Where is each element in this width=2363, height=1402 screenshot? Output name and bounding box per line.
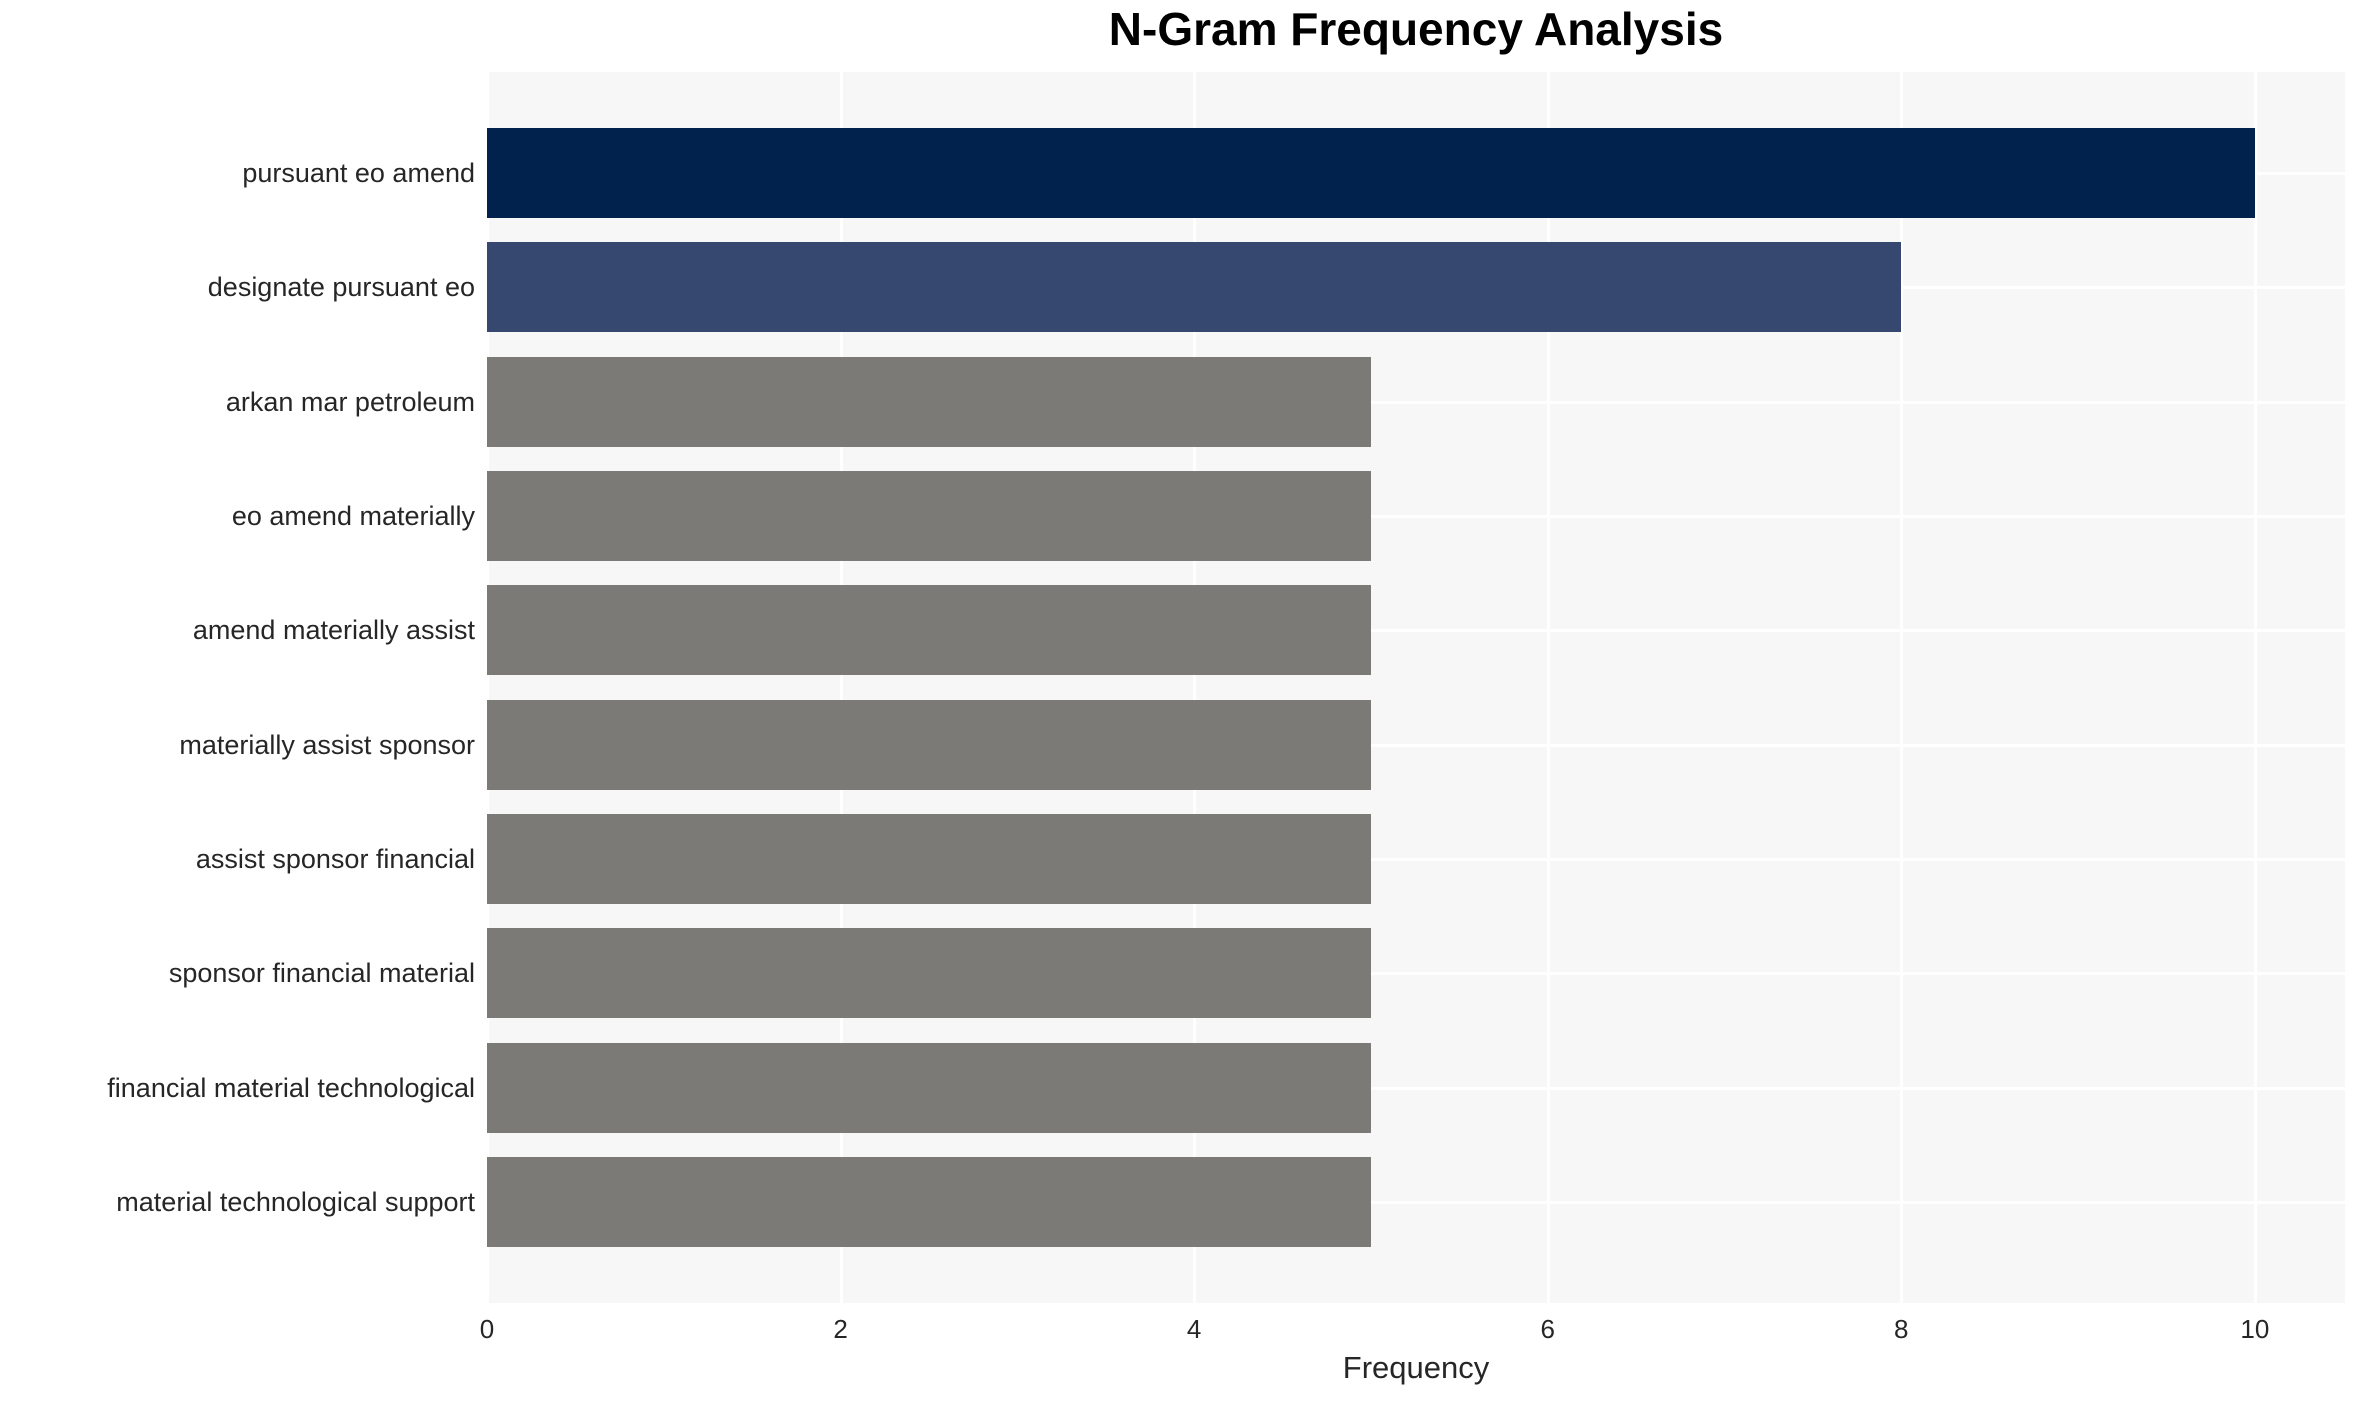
x-tick-label: 0 (479, 1314, 495, 1344)
x-tick-label: 6 (1540, 1314, 1555, 1344)
bar (487, 1156, 1371, 1247)
gridline-y (487, 400, 2345, 404)
gridline-x (839, 72, 843, 1303)
gridline-y (487, 629, 2345, 633)
category-label: arkan mar petroleum (225, 386, 475, 417)
category-label: material technological support (116, 1186, 475, 1217)
gridline-y (487, 1200, 2345, 1204)
gridline-x (1546, 72, 1550, 1303)
bar (487, 356, 1371, 447)
x-tick-label: 10 (2240, 1314, 2270, 1344)
category-label: designate pursuant eo (207, 272, 475, 303)
x-axis-label: Frequency (1342, 1350, 1490, 1385)
gridline-y (487, 972, 2345, 976)
gridline-x (1900, 72, 1904, 1303)
category-label: financial material technological (107, 1072, 475, 1103)
gridline-x (2253, 72, 2257, 1303)
bar (487, 928, 1371, 1019)
gridline-y (487, 514, 2345, 518)
bar (487, 128, 2255, 218)
gridline-y (487, 857, 2345, 861)
category-label: eo amend materially (231, 500, 475, 531)
gridline-y (487, 1086, 2345, 1090)
gridline-x (486, 72, 489, 1303)
bar (487, 813, 1371, 904)
plot-area (486, 72, 2345, 1303)
bar (487, 585, 1371, 676)
x-tick-label: 8 (1894, 1314, 1909, 1344)
gridline-x (1193, 72, 1197, 1303)
bar (487, 242, 1902, 333)
category-label: materially assist sponsor (179, 729, 475, 760)
x-tick-label: 2 (833, 1314, 848, 1344)
gridline-y (487, 743, 2345, 747)
bar (487, 470, 1371, 561)
category-label: assist sponsor financial (195, 843, 475, 874)
bar (487, 699, 1371, 790)
category-label: amend materially assist (192, 615, 475, 646)
bar (487, 1042, 1371, 1133)
category-label: sponsor financial material (168, 958, 475, 989)
chart-title: N-Gram Frequency Analysis (1108, 3, 1724, 55)
category-label: pursuant eo amend (242, 158, 475, 188)
x-tick-label: 4 (1186, 1314, 1202, 1344)
